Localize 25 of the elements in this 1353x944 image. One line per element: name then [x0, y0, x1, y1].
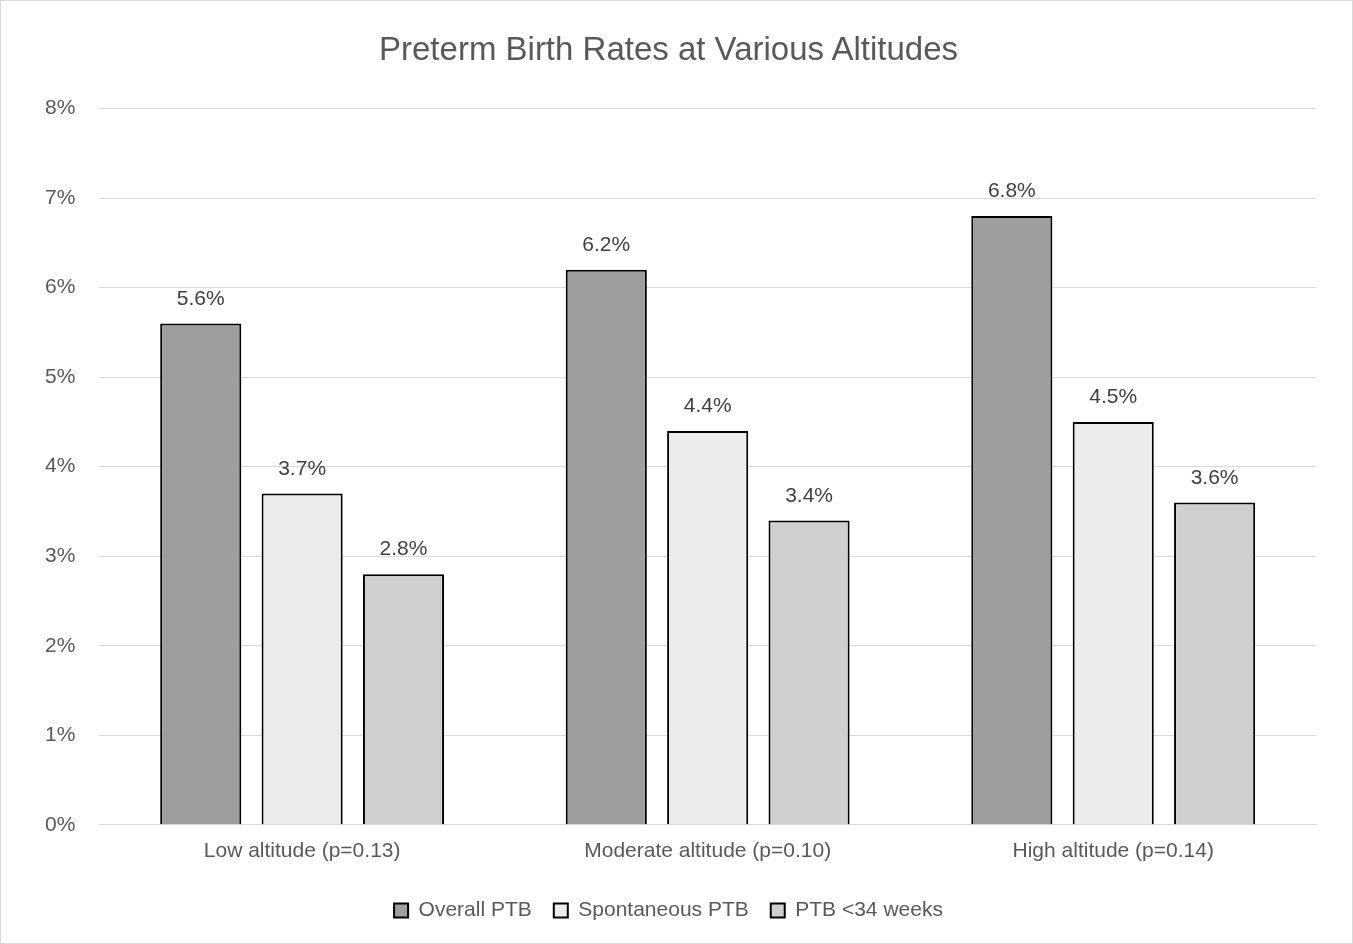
y-tick-label: 2% [44, 632, 76, 656]
chart-title: Preterm Birth Rates at Various Altitudes [379, 29, 958, 67]
y-tick-label: 5% [44, 363, 76, 387]
y-tick-label: 0% [44, 811, 76, 835]
y-tick-label: 1% [44, 722, 76, 746]
data-label: 4.4% [683, 393, 732, 417]
data-label: 6.8% [987, 178, 1036, 202]
x-tick-label: High altitude (p=0.14) [1012, 838, 1214, 862]
y-tick-label: 7% [44, 184, 76, 208]
legend-label: Spontaneous PTB [578, 897, 749, 921]
y-tick-label: 3% [44, 543, 76, 567]
data-label: 3.7% [278, 455, 327, 479]
legend-label: PTB <34 weeks [795, 897, 943, 921]
legend-label: Overall PTB [418, 897, 532, 921]
data-label: 6.2% [582, 232, 631, 256]
data-label: 4.5% [1089, 384, 1138, 408]
x-tick-label: Moderate altitude (p=0.10) [584, 838, 832, 862]
y-tick-label: 8% [44, 95, 76, 119]
data-label: 3.4% [785, 482, 833, 506]
y-tick-label: 6% [44, 274, 76, 298]
data-label: 5.6% [176, 285, 225, 309]
data-label: 3.6% [1190, 464, 1239, 488]
y-tick-label: 4% [44, 453, 76, 477]
data-label: 2.8% [379, 536, 428, 560]
x-tick-label: Low altitude (p=0.13) [203, 838, 401, 862]
